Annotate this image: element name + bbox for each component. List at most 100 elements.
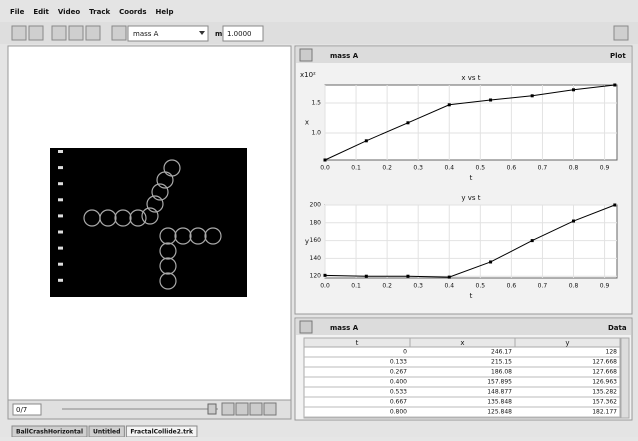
cell: 246.17 — [491, 349, 512, 356]
tool-button[interactable] — [52, 26, 66, 40]
scale-mark — [58, 166, 63, 169]
plot-title: y vs t — [461, 194, 480, 202]
cell: 215.15 — [491, 359, 512, 366]
data-point — [324, 159, 327, 162]
data-point — [365, 275, 368, 278]
data-point — [531, 94, 534, 97]
x-tick-label: 0.4 — [444, 165, 454, 172]
x-tick-label: 0.9 — [600, 283, 610, 290]
x-tick-label: 0.5 — [476, 283, 486, 290]
scrollbar[interactable] — [621, 338, 629, 418]
scale-mark — [58, 279, 63, 282]
y-tick-label: 140 — [310, 255, 322, 262]
tool-button[interactable] — [69, 26, 83, 40]
plot-button[interactable]: Plot — [610, 52, 626, 60]
y-tick-label: 1.0 — [311, 130, 321, 137]
tab-label: Untitled — [93, 429, 120, 436]
tab-label: BallCrashHorizontal — [16, 429, 83, 436]
column-title: x — [460, 339, 464, 347]
x-tick-label: 0.2 — [382, 283, 392, 290]
table-icon[interactable] — [300, 321, 312, 333]
scale-mark — [58, 150, 63, 153]
x-tick-label: 0.6 — [507, 165, 517, 172]
x-tick-label: 0.2 — [382, 165, 392, 172]
x-axis-label: t — [470, 292, 473, 300]
data-point — [448, 276, 451, 279]
step-back-button[interactable] — [250, 403, 262, 415]
cell: 127.668 — [592, 359, 617, 366]
x-tick-label: 0.3 — [413, 283, 423, 290]
open-button[interactable] — [12, 26, 26, 40]
scale-mark — [58, 231, 63, 234]
x-tick-label: 0.5 — [476, 165, 486, 172]
x-tick-label: 0.1 — [351, 165, 361, 172]
x-tick-label: 0.8 — [569, 165, 579, 172]
cell: 128 — [606, 349, 618, 356]
cell: 0.400 — [390, 379, 407, 386]
data-point — [324, 274, 327, 277]
notes-button[interactable] — [614, 26, 628, 40]
track-icon[interactable] — [112, 26, 126, 40]
x-axis-label: t — [470, 174, 473, 182]
cell: 148.877 — [487, 389, 512, 396]
x-tick-label: 0.7 — [538, 165, 548, 172]
scale-mark — [58, 214, 63, 217]
cell: 157.362 — [592, 399, 617, 406]
tab-bar: BallCrashHorizontal Untitled FractalCollid… — [12, 426, 197, 437]
mass-label: m — [215, 30, 222, 38]
x-tick-label: 0.9 — [600, 165, 610, 172]
x-tick-label: 0.3 — [413, 165, 423, 172]
menu-item[interactable]: Edit — [33, 8, 49, 16]
menu-item[interactable]: Help — [156, 8, 174, 16]
x-tick-label: 0.8 — [569, 283, 579, 290]
column-title: t — [356, 339, 359, 347]
cell: 0.800 — [390, 409, 407, 416]
menu-item[interactable]: Track — [89, 8, 110, 16]
cell: 135.848 — [487, 399, 512, 406]
scale-mark — [58, 247, 63, 250]
x-tick-label: 0.6 — [507, 283, 517, 290]
y-tick-label: 160 — [310, 237, 322, 244]
column-title: y — [565, 339, 569, 347]
menu-item[interactable]: File — [10, 8, 25, 16]
scale-mark — [58, 182, 63, 185]
mass-value: 1.0000 — [227, 30, 252, 38]
menu-item[interactable]: Coords — [119, 8, 146, 16]
x-tick-label: 0.1 — [351, 283, 361, 290]
video-frame — [50, 148, 247, 297]
data-point — [406, 275, 409, 278]
cell: 0.667 — [390, 399, 407, 406]
y-tick-label: 180 — [310, 219, 322, 226]
data-button[interactable]: Data — [608, 324, 627, 332]
data-point — [448, 103, 451, 106]
slider-thumb[interactable] — [208, 404, 216, 414]
menu-item[interactable]: Video — [58, 8, 80, 16]
frame-counter: 0/7 — [16, 406, 27, 414]
save-button[interactable] — [29, 26, 43, 40]
data-point — [489, 99, 492, 102]
step-forward-button[interactable] — [264, 403, 276, 415]
cell: 182.177 — [592, 409, 617, 416]
tracker-window: mass A m 1.0000 0/7 mass A Plot mass A D… — [0, 0, 638, 437]
data-point — [531, 239, 534, 242]
data-point — [365, 139, 368, 142]
cell: 0.533 — [390, 389, 407, 396]
play-button[interactable] — [222, 403, 234, 415]
reset-button[interactable] — [236, 403, 248, 415]
tab-label: FractalCollide2.trk — [130, 429, 194, 436]
cell: 126.963 — [592, 379, 617, 386]
scale-mark — [58, 198, 63, 201]
cell: 127.668 — [592, 369, 617, 376]
y-tick-label: 200 — [310, 202, 322, 209]
tool-button[interactable] — [86, 26, 100, 40]
x-tick-label: 0.0 — [320, 283, 330, 290]
y-axis-label: x — [305, 119, 309, 127]
cell: 125.848 — [487, 409, 512, 416]
plot-track: mass A — [330, 52, 359, 60]
y-exponent: x10² — [300, 71, 316, 79]
y-tick-label: 120 — [310, 273, 322, 280]
data-table — [304, 338, 620, 418]
x-tick-label: 0.4 — [444, 283, 454, 290]
x-tick-label: 0.7 — [538, 283, 548, 290]
plot-icon[interactable] — [300, 49, 312, 61]
